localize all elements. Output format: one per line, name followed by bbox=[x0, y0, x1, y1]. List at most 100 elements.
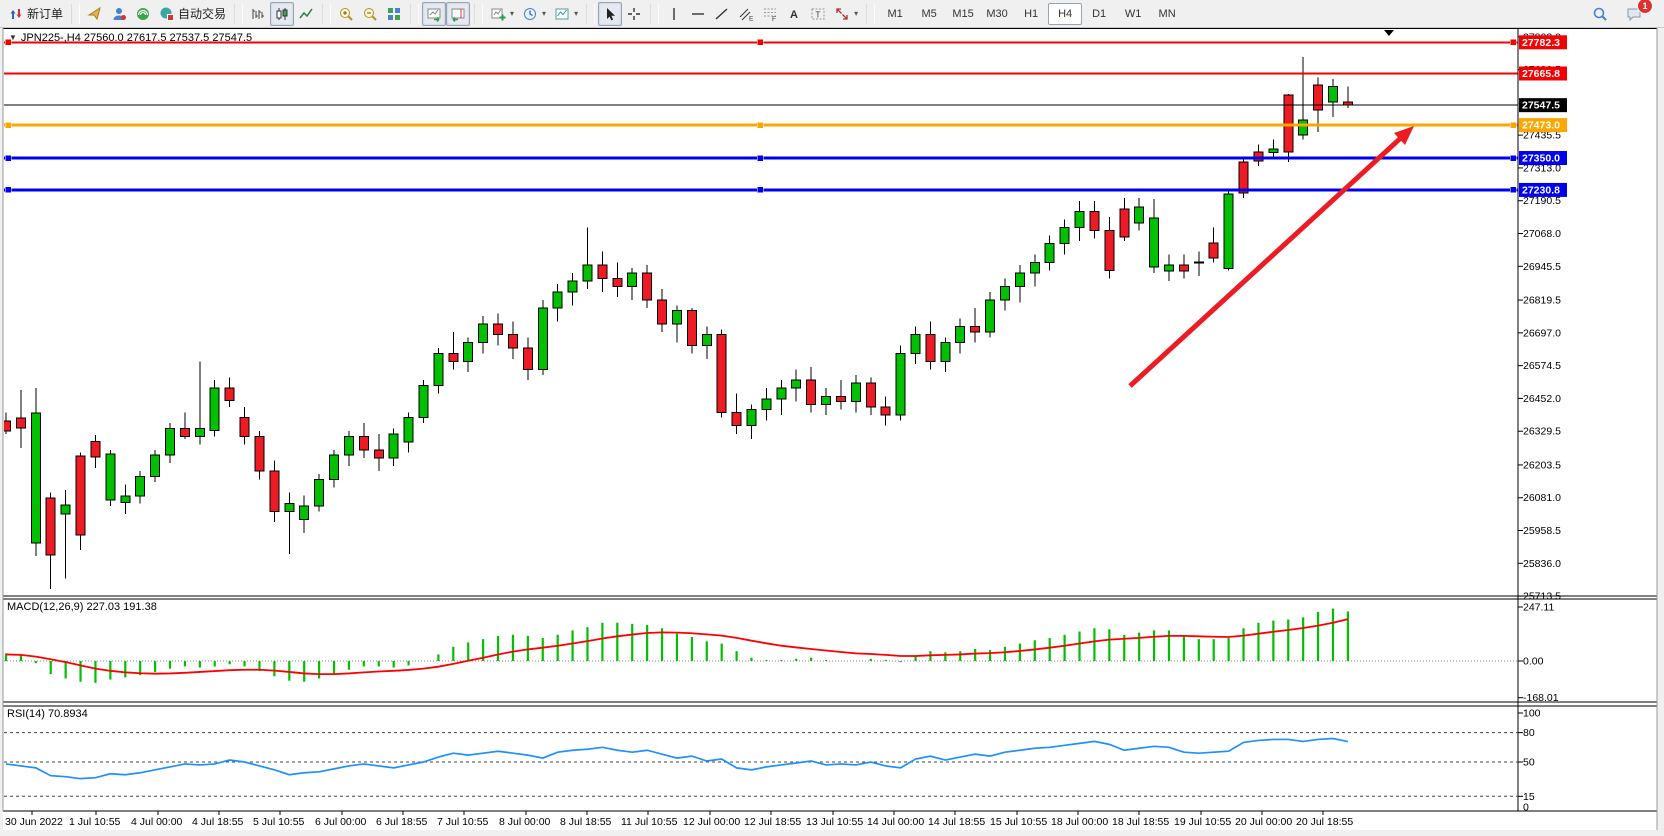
time-tick-label: 1 Jul 10:55 bbox=[69, 816, 121, 828]
candle-body bbox=[358, 435, 369, 451]
support-line-27230-handle[interactable] bbox=[1509, 186, 1517, 194]
text-button[interactable]: A bbox=[782, 2, 806, 26]
candle-body bbox=[522, 347, 533, 371]
support-line-27230-handle[interactable] bbox=[756, 186, 764, 194]
timeframe-button-h4[interactable]: H4 bbox=[1048, 2, 1083, 25]
timeframe-button-m30[interactable]: M30 bbox=[986, 7, 1008, 20]
bar-chart-button[interactable] bbox=[246, 2, 270, 26]
support-line-27350-handle[interactable] bbox=[4, 154, 12, 162]
price-badge-label: 27230.8 bbox=[1522, 184, 1560, 196]
candle-body bbox=[1208, 242, 1219, 259]
price-tick-label: 26819.5 bbox=[1523, 295, 1561, 307]
resistance-line-27782-handle[interactable] bbox=[756, 39, 764, 46]
candle-body bbox=[254, 435, 265, 472]
candle-body bbox=[4, 420, 11, 432]
price-axis[interactable]: 27803.027680.527435.527313.027190.527068… bbox=[1518, 31, 1567, 814]
candle-body bbox=[448, 352, 459, 362]
time-tick-label: 19 Jul 10:55 bbox=[1174, 816, 1231, 828]
chart-shift-marker-icon[interactable] bbox=[1384, 30, 1394, 36]
support-line-27350-handle[interactable] bbox=[1509, 154, 1517, 162]
candle-body bbox=[209, 387, 220, 431]
fibonacci-button[interactable]: F bbox=[758, 2, 782, 26]
templates-button[interactable]: ▾ bbox=[550, 2, 582, 26]
fibo-icon: F bbox=[764, 8, 777, 22]
metaquotes-icon-button[interactable] bbox=[83, 2, 107, 26]
price-tick-label: 27068.0 bbox=[1523, 228, 1561, 240]
notification-badge: 1 bbox=[1637, 0, 1653, 14]
price-tick-label: 26697.0 bbox=[1523, 327, 1561, 339]
candle-body bbox=[1268, 148, 1279, 154]
candle-body bbox=[224, 387, 235, 401]
autotrade-icon bbox=[160, 7, 175, 21]
chart-shift-button[interactable] bbox=[446, 1, 471, 26]
candle-body bbox=[895, 352, 906, 416]
candle-body bbox=[269, 470, 280, 512]
time-tick-label: 5 Jul 10:55 bbox=[253, 816, 305, 828]
crosshair-button[interactable] bbox=[622, 2, 646, 26]
cursor-button[interactable] bbox=[598, 1, 623, 26]
dropdown-caret-icon[interactable]: ▾ bbox=[574, 9, 579, 18]
candle-body bbox=[418, 385, 429, 419]
vertical-line-button[interactable] bbox=[662, 2, 686, 26]
resistance-line-27782-handle[interactable] bbox=[1509, 39, 1517, 46]
price-tick-label: 26203.5 bbox=[1523, 459, 1561, 471]
support-line-27473-handle[interactable] bbox=[4, 121, 12, 129]
price-badge-label: 27473.0 bbox=[1522, 120, 1560, 132]
timeframe-button-h1[interactable]: H1 bbox=[1024, 7, 1039, 20]
macd-tick-label: 0.00 bbox=[1523, 656, 1544, 668]
toolbar: 新订单 自动交易 ▾ ▾ ▾ E F A T ▾ M1 M5 M15 M30 H1 H4 D1 W1 MN 1 bbox=[0, 0, 1664, 28]
resistance-line-27782-handle[interactable] bbox=[4, 39, 12, 46]
time-tick-label: 12 Jul 18:55 bbox=[744, 816, 801, 828]
candle-body bbox=[15, 417, 26, 429]
timeframe-button-w1[interactable]: W1 bbox=[1124, 7, 1142, 20]
support-line-27350-handle[interactable] bbox=[756, 154, 764, 162]
price-tick-label: 27435.5 bbox=[1523, 130, 1561, 142]
support-line-27473-handle[interactable] bbox=[756, 121, 764, 129]
rsi-tick-label: 0 bbox=[1523, 802, 1529, 814]
horizontal-line-button[interactable] bbox=[686, 2, 710, 26]
arrows-button[interactable]: ▾ bbox=[830, 2, 862, 26]
timeframe-button-mn[interactable]: MN bbox=[1158, 7, 1176, 20]
candlestick-chart-button[interactable] bbox=[270, 1, 295, 26]
timeframe-button-m15[interactable]: M15 bbox=[952, 7, 974, 20]
community-icon-button[interactable] bbox=[107, 2, 131, 26]
support-line-27473-handle[interactable] bbox=[1509, 121, 1517, 129]
text-label-button[interactable]: T bbox=[806, 2, 830, 26]
autotrading-button[interactable]: 自动交易 bbox=[155, 2, 230, 26]
timeframe-button-m1[interactable]: M1 bbox=[887, 7, 903, 20]
dropdown-caret-icon[interactable]: ▾ bbox=[510, 9, 515, 18]
price-tick-label: 26081.0 bbox=[1523, 492, 1561, 504]
candle-body bbox=[1059, 227, 1070, 245]
new-chart-button[interactable]: ▾ bbox=[486, 2, 518, 26]
zoom-in-button[interactable] bbox=[334, 2, 358, 26]
dropdown-caret-icon[interactable]: ▾ bbox=[854, 9, 859, 18]
time-tick-label: 18 Jul 00:00 bbox=[1051, 816, 1108, 828]
svg-text:F: F bbox=[772, 16, 776, 22]
periods-button[interactable]: ▾ bbox=[518, 2, 550, 26]
dropdown-caret-icon[interactable]: ▾ bbox=[542, 9, 547, 18]
timeframe-button-m5[interactable]: M5 bbox=[921, 7, 937, 20]
candle-body bbox=[806, 379, 817, 405]
price-tick-label: 26452.0 bbox=[1523, 393, 1561, 405]
trendline-button[interactable] bbox=[710, 2, 734, 26]
candle-body bbox=[671, 310, 682, 325]
price-tick-label: 27190.5 bbox=[1523, 195, 1561, 207]
news-sound-icon-button[interactable] bbox=[131, 2, 155, 26]
notifications-button[interactable]: 1 bbox=[1622, 0, 1653, 26]
support-line-27230-handle[interactable] bbox=[4, 186, 12, 194]
search-button[interactable] bbox=[1588, 2, 1612, 26]
tile-windows-button[interactable] bbox=[382, 2, 406, 26]
time-axis[interactable]: 30 Jun 2022 1 Jul 10:55 4 Jul 00:00 4 Jul 1… bbox=[5, 811, 1353, 828]
time-tick-label: 13 Jul 10:55 bbox=[806, 816, 863, 828]
auto-scroll-button[interactable] bbox=[422, 1, 447, 26]
line-chart-button[interactable] bbox=[294, 2, 318, 26]
equidistant-channel-button[interactable]: E bbox=[734, 2, 758, 26]
trend-arrow[interactable] bbox=[1128, 126, 1414, 388]
zoom-out-button[interactable] bbox=[358, 2, 382, 26]
new-order-button[interactable]: 新订单 bbox=[4, 2, 67, 26]
candle-body bbox=[30, 412, 41, 544]
candle-body bbox=[1313, 84, 1324, 111]
timeframe-button-d1[interactable]: D1 bbox=[1092, 7, 1107, 20]
candle-body bbox=[910, 334, 921, 354]
